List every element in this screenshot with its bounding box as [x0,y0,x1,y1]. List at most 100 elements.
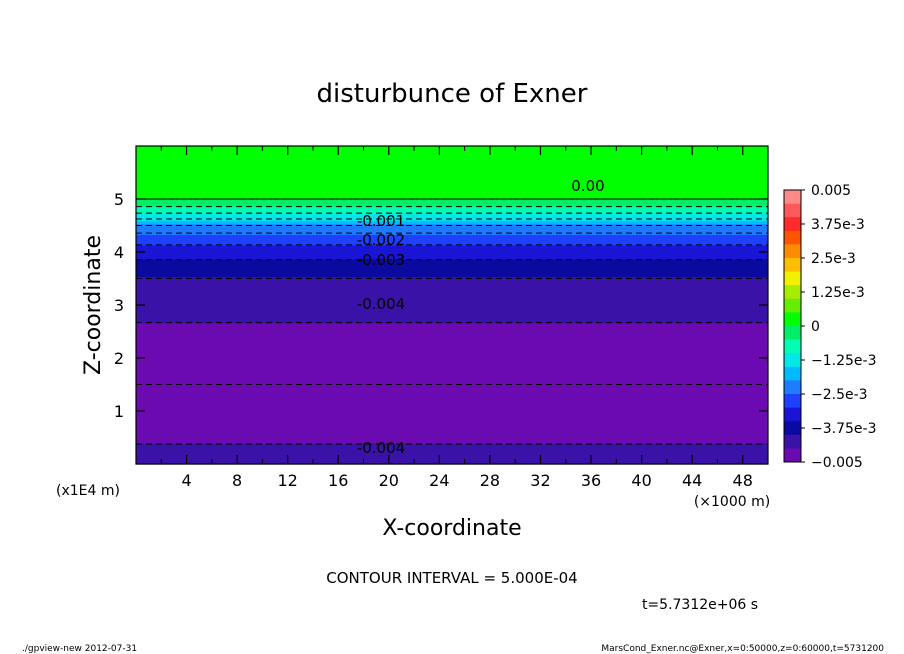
field-strip [136,453,768,458]
field-strip [136,400,768,405]
field-strip [136,206,768,211]
field-strip [136,273,768,278]
colorbar-label: −1.25e-3 [811,353,876,369]
colorbar-label: 0.005 [811,183,851,199]
field-strip [136,354,768,359]
field-strip [136,195,768,200]
field-strip [136,297,768,303]
field-strip [136,421,768,426]
field-strip [136,333,768,338]
field-strip [136,393,768,398]
field-strip [136,227,768,232]
x-tick-label: 28 [480,471,500,490]
x-tick-label: 48 [733,471,753,490]
field-strip [136,425,768,430]
field-strip [136,244,768,250]
colorbar-label: 3.75e-3 [811,217,865,233]
colorbar-swatch [784,448,801,463]
field-strip [136,439,768,444]
field-strip [136,322,768,327]
field-strip [136,418,768,423]
field-strip [136,432,768,437]
field-strip [136,414,768,419]
field-strip [136,340,768,345]
field-strip [136,184,768,189]
field-strip [136,248,768,253]
contour-interval-text: CONTOUR INTERVAL = 5.000E-04 [326,569,577,587]
field-strip [136,358,768,363]
colorbar-swatch [784,326,801,341]
field-strip [136,287,768,292]
field-strip [136,213,768,218]
y-axis-label: Z-coordinate [81,235,106,375]
contour-label-1: -0.001 [357,212,405,230]
field-strip [136,266,768,271]
contour-label-4: -0.004 [357,295,405,313]
field-strip [136,252,768,257]
field-strip [136,350,768,356]
field-strip [136,234,768,239]
field-strip [136,301,768,306]
field-strip [136,259,768,264]
field-strip [136,386,768,391]
colorbar-swatch [784,230,801,245]
colorbar-label: 2.5e-3 [811,251,856,267]
field-strip [136,167,768,172]
field-strip [136,379,768,384]
field-strip [136,428,768,433]
field-strip [136,280,768,285]
colorbar-labels: 0.005 3.75e-3 2.5e-3 1.25e-3 0 −1.25e-3 −2.5e-… [801,183,876,471]
field-strip [136,290,768,295]
contour-label-5: -0.004 [357,439,405,457]
x-axis-ticks: 4 8 12 16 20 24 28 32 36 40 44 48 [160,146,753,490]
colorbar-swatch [784,203,801,218]
colorbar-swatch [784,366,801,381]
field-strip [136,319,768,324]
colorbar-swatch [784,394,801,409]
field-strip [136,283,768,288]
field-strip [136,326,768,331]
field-strip [136,403,768,409]
field-strip [136,449,768,454]
y-tick-label: 2 [114,349,124,368]
time-stamp-text: t=5.7312e+06 s [642,597,758,613]
field-strip [136,411,768,416]
field-strip [136,163,768,168]
contour-label-2: -0.002 [357,231,405,249]
field-strip [136,336,768,341]
colorbar [784,190,801,463]
x-tick-label: 32 [530,471,550,490]
x-tick-label: 20 [379,471,399,490]
field-strip [136,153,768,158]
field-strip [136,262,768,267]
colorbar-swatch [784,407,801,422]
field-strip [136,315,768,320]
x-tick-label: 44 [682,471,702,490]
field-strip [136,312,768,317]
y-tick-label: 5 [114,190,124,209]
field-strip [136,269,768,274]
field-strip [136,170,768,175]
field-strip [136,174,768,179]
contour-label-3: -0.003 [357,251,405,269]
field-strip [136,202,768,207]
colorbar-label: 1.25e-3 [811,285,865,301]
field-strip [136,456,768,462]
field-strip [136,407,768,412]
field-strip [136,181,768,186]
contour-lines [136,198,768,445]
footer-left: ./gpview-new 2012-07-31 [22,644,137,654]
colorbar-swatch [784,217,801,232]
field-strip [136,361,768,366]
x-tick-label: 12 [278,471,298,490]
colorbar-swatch [784,434,801,449]
colorbar-label: −2.5e-3 [811,387,868,403]
x-tick-label: 8 [232,471,242,490]
field-strip [136,160,768,165]
y-tick-label: 3 [114,296,124,315]
field-strip [136,241,768,246]
field-strip [136,372,768,377]
field-strip [136,435,768,440]
field-strip [136,305,768,310]
x-tick-label: 36 [581,471,601,490]
